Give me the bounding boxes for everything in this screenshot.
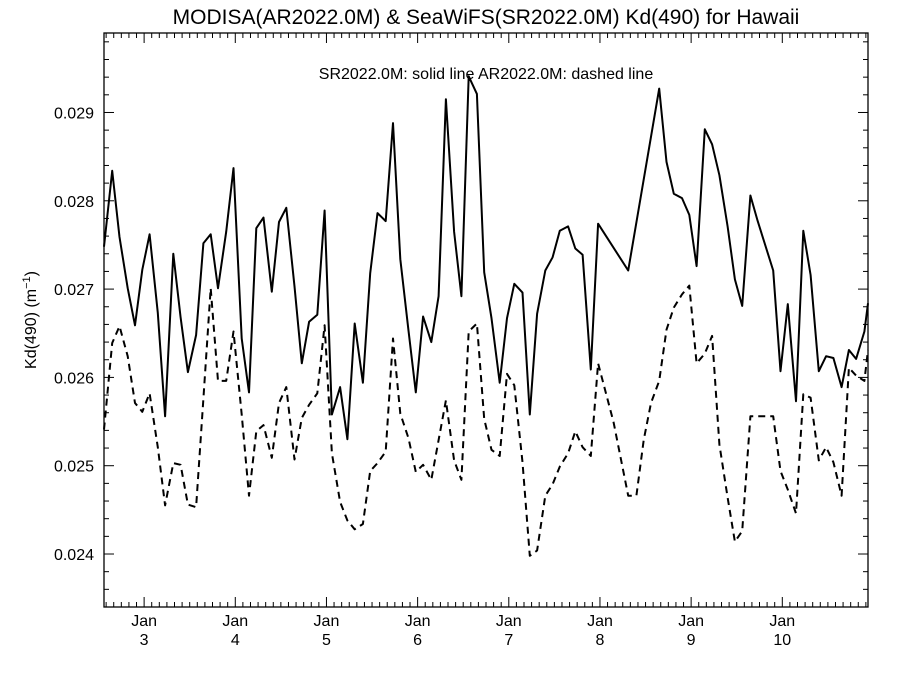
x-tick-label-month: Jan <box>496 613 522 630</box>
x-tick-label-year: 3 <box>140 632 149 649</box>
x-tick-label-year: 6 <box>413 632 422 649</box>
y-tick-label: 0.026 <box>54 370 94 387</box>
y-axis-label: Kd(490) (m−1) <box>21 271 40 369</box>
x-tick-label-year: 7 <box>504 632 513 649</box>
x-tick-label-month: Jan <box>678 613 704 630</box>
x-tick-label-month: Jan <box>131 613 157 630</box>
x-tick-label-month: Jan <box>222 613 248 630</box>
x-tick-label-year: 9 <box>687 632 696 649</box>
plot-frame <box>103 32 869 608</box>
series-line-ar2022-0m <box>103 284 869 557</box>
y-axis-label-sup: −1 <box>21 276 33 289</box>
x-tick-label-year: 4 <box>231 632 240 649</box>
y-tick-label: 0.025 <box>54 459 94 476</box>
x-tick-label-year: 5 <box>322 632 331 649</box>
tick-labels: 0.024 0.025 0.026 0.027 0.028 0.029 Jan 3 Jan 4 Ja… <box>54 105 795 649</box>
x-tick-label-month: Jan <box>587 613 613 630</box>
y-tick-label: 0.024 <box>54 547 94 564</box>
x-tick-label-year: 8 <box>596 632 605 649</box>
chart-title: MODISA(AR2022.0M) & SeaWiFS(SR2022.0M) K… <box>173 6 800 29</box>
x-tick-label-year: 10 <box>773 632 791 649</box>
y-axis-label-text: Kd(490) (m <box>23 289 40 369</box>
y-tick-label: 0.027 <box>54 282 94 299</box>
y-axis-label-close: ) <box>23 271 40 276</box>
series-layer <box>103 75 869 557</box>
x-tick-label-month: Jan <box>769 613 795 630</box>
y-tick-label: 0.029 <box>54 105 94 122</box>
x-tick-label-month: Jan <box>405 613 431 630</box>
y-tick-label: 0.028 <box>54 194 94 211</box>
axis-ticks <box>104 33 868 608</box>
x-tick-label-month: Jan <box>314 613 340 630</box>
series-line-sr2022-0m <box>103 75 869 441</box>
legend-annotation: SR2022.0M: solid line AR2022.0M: dashed … <box>319 66 654 83</box>
